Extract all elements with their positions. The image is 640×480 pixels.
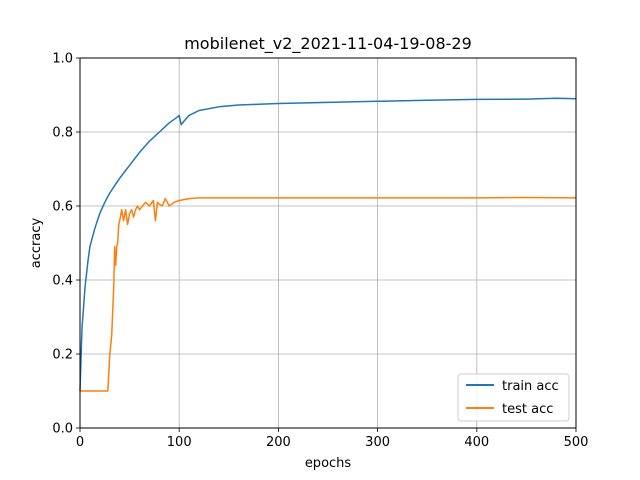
y-tick-label: 0.8 <box>52 126 73 141</box>
legend-label-train-acc: train acc <box>502 379 559 394</box>
ticks: 0 100 200 300 400 500 0.0 0.2 0.4 0.6 0.8 1.0 <box>52 52 588 451</box>
series-line-train-acc <box>79 97 577 392</box>
x-tick-label: 100 <box>167 435 192 450</box>
chart-title: mobilenet_v2_2021-11-04-19-08-29 <box>184 34 472 54</box>
plot-area-frame <box>79 57 577 429</box>
x-tick-label: 500 <box>564 435 589 450</box>
y-tick-label: 1.0 <box>52 52 73 67</box>
y-tick-label: 0.6 <box>52 200 73 215</box>
legend-label-test-acc: test acc <box>502 402 553 417</box>
x-tick-label: 200 <box>266 435 291 450</box>
y-tick-label: 0.2 <box>52 348 73 363</box>
x-tick-label: 0 <box>76 435 84 450</box>
y-tick-label: 0.0 <box>52 422 73 437</box>
series-layer <box>79 97 577 392</box>
x-tick-label: 400 <box>464 435 489 450</box>
y-axis-label: accracy <box>29 217 44 268</box>
grid <box>79 57 577 429</box>
x-tick-label: 300 <box>365 435 390 450</box>
x-axis-label: epochs <box>305 456 352 471</box>
legend: train acc test acc <box>457 373 570 422</box>
series-line-test-acc <box>80 196 577 392</box>
y-tick-label: 0.4 <box>52 274 73 289</box>
